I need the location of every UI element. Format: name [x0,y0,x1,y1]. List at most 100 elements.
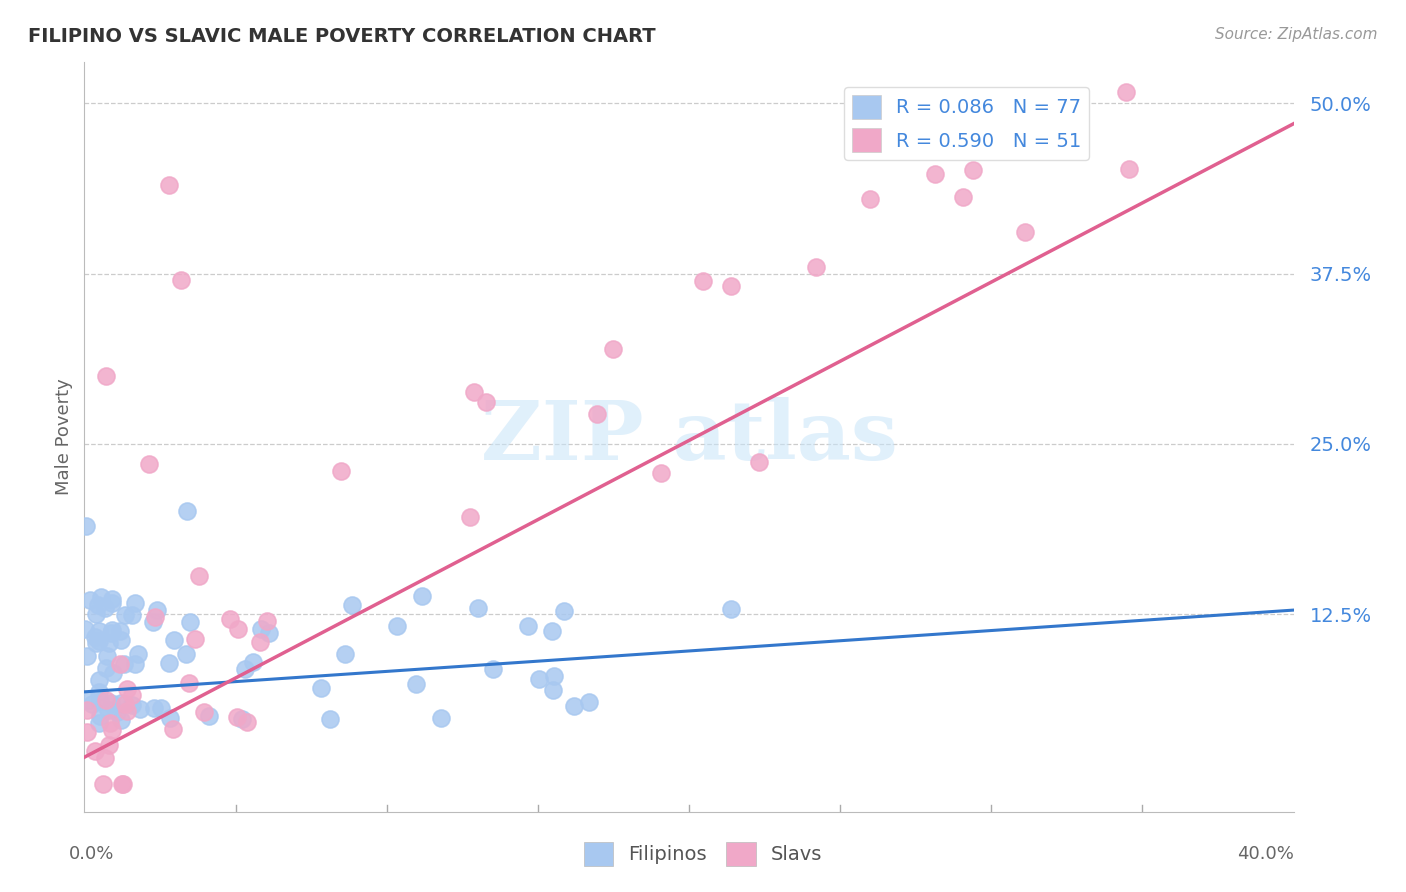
Point [115,704,138,718]
Point [586,407,609,421]
Point [97,636,120,650]
Point [96,648,118,663]
Point [463,385,485,400]
Point [482,662,505,676]
Point [257,626,280,640]
Point [804,260,827,275]
Point [98,715,121,730]
Point [329,465,352,479]
Point [108,657,131,672]
Point [720,601,742,615]
Point [94,661,117,675]
Point [138,457,160,471]
Point [198,709,221,723]
Point [76,724,98,739]
Point [101,723,124,737]
Point [460,509,482,524]
Point [242,655,264,669]
Point [170,273,193,287]
Text: 0.0%: 0.0% [69,846,115,863]
Point [94,751,117,765]
Point [91,777,114,791]
Point [159,711,181,725]
Point [89,634,111,648]
Point [231,712,253,726]
Point [89,694,111,708]
Point [184,632,207,646]
Point [233,662,256,676]
Point [77,693,100,707]
Point [562,698,585,713]
Point [142,615,165,630]
Point [650,467,672,481]
Point [340,599,363,613]
Point [89,685,111,699]
Point [475,394,498,409]
Point [319,712,342,726]
Legend: Filipinos, Slavs: Filipinos, Slavs [576,834,830,873]
Point [143,610,166,624]
Point [157,656,180,670]
Point [218,612,240,626]
Point [110,713,132,727]
Point [193,705,215,719]
Point [98,739,121,753]
Point [859,192,882,206]
Y-axis label: Male Poverty: Male Poverty [55,379,73,495]
Point [527,672,550,686]
Point [333,647,356,661]
Point [105,705,128,719]
Point [97,703,120,717]
Point [1118,161,1140,176]
Point [256,614,278,628]
Point [174,647,197,661]
Point [87,716,110,731]
Point [179,676,201,690]
Text: Source: ZipAtlas.com: Source: ZipAtlas.com [1215,27,1378,42]
Point [541,624,564,638]
Point [543,669,565,683]
Point [121,688,143,702]
Point [1014,225,1036,239]
Point [952,189,974,203]
Point [516,619,538,633]
Text: FILIPINO VS SLAVIC MALE POVERTY CORRELATION CHART: FILIPINO VS SLAVIC MALE POVERTY CORRELAT… [28,27,655,45]
Point [411,589,433,603]
Point [100,626,122,640]
Point [89,624,111,638]
Point [101,592,124,607]
Point [124,596,146,610]
Point [101,623,124,637]
Point [96,693,118,707]
Point [1062,118,1084,132]
Point [75,518,97,533]
Point [83,630,105,644]
Point [385,619,408,633]
Point [149,701,172,715]
Point [121,608,143,623]
Point [101,666,124,681]
Point [100,696,122,710]
Legend: R = 0.086   N = 77, R = 0.590   N = 51: R = 0.086 N = 77, R = 0.590 N = 51 [844,87,1090,160]
Point [430,711,453,725]
Text: ZIP atlas: ZIP atlas [481,397,897,477]
Point [76,649,98,664]
Point [114,607,136,622]
Point [114,697,136,711]
Point [249,635,271,649]
Point [962,163,984,178]
Point [578,695,600,709]
Point [115,682,138,697]
Point [112,657,135,672]
Point [89,709,111,723]
Point [76,704,98,718]
Point [250,622,273,636]
Point [163,633,186,648]
Point [179,615,201,629]
Point [157,178,180,192]
Point [110,632,132,647]
Point [543,682,565,697]
Point [112,777,135,791]
Point [79,593,101,607]
Point [162,722,184,736]
